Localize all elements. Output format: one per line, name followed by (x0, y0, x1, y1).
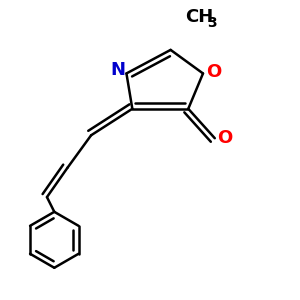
Text: O: O (206, 63, 221, 81)
Text: N: N (110, 61, 125, 80)
Text: O: O (218, 129, 233, 147)
Text: CH: CH (185, 8, 214, 26)
Text: 3: 3 (207, 16, 217, 30)
